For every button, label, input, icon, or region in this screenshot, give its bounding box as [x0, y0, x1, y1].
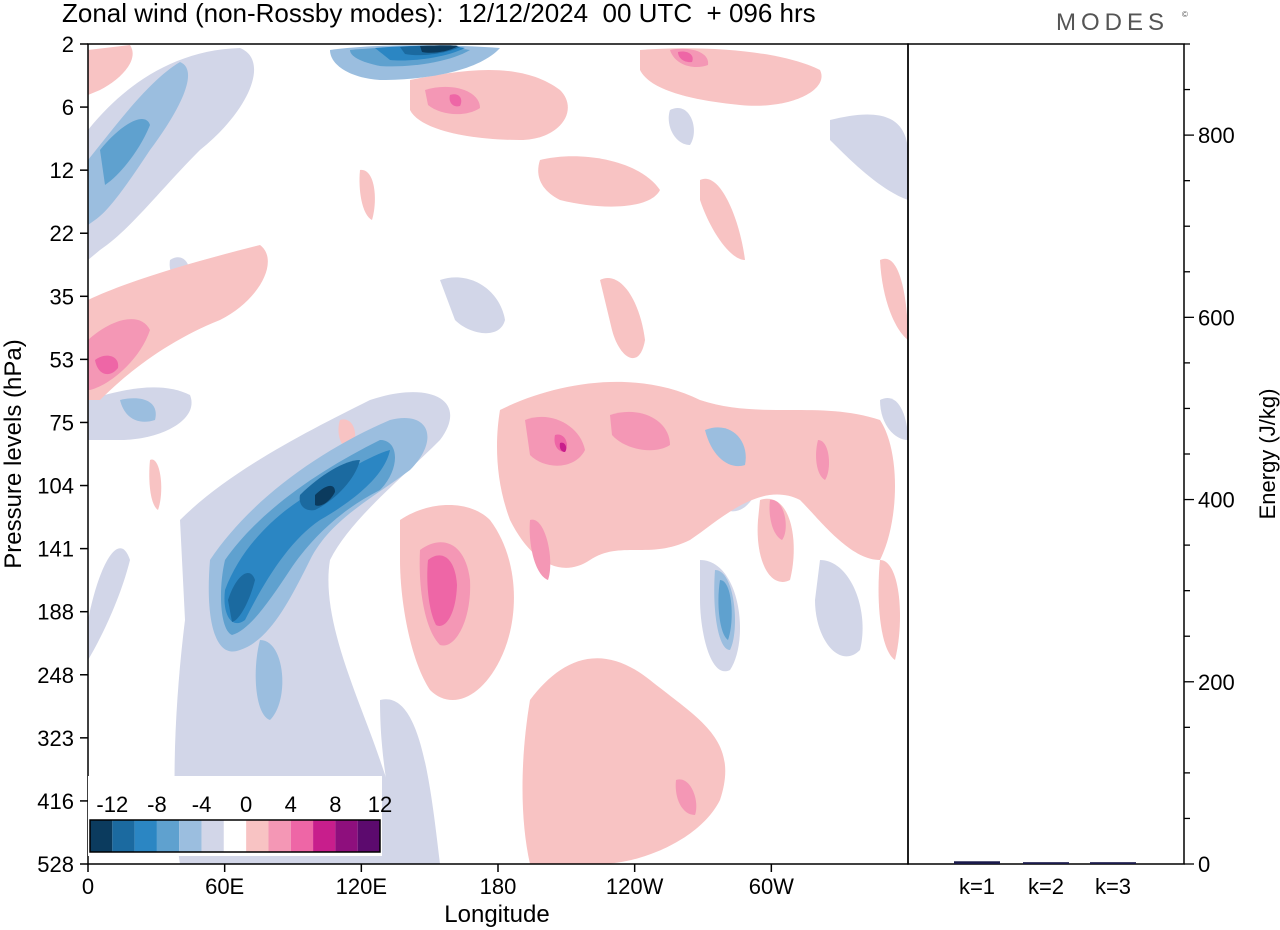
colorbar-swatch — [201, 820, 224, 852]
energy-category-label: k=1 — [959, 874, 995, 899]
colorbar-label: -8 — [147, 792, 167, 817]
y-axis-label: Pressure levels (hPa) — [0, 339, 27, 568]
x-axis: 0 60E 120E 180 120W 60W — [82, 864, 794, 899]
colorbar-swatch — [268, 820, 291, 852]
energy-frame — [907, 43, 1185, 865]
energy-category-label: k=3 — [1095, 874, 1131, 899]
energy-tick-label: 800 — [1198, 123, 1235, 148]
colorbar-label: 12 — [368, 792, 392, 817]
colorbar-label: -4 — [192, 792, 212, 817]
colorbar-swatch — [90, 820, 113, 852]
colorbar-swatch — [156, 820, 180, 852]
y-tick-label: 2 — [62, 32, 74, 57]
x-tick-label: 120W — [606, 874, 664, 899]
energy-bar — [1090, 862, 1136, 864]
energy-bar — [954, 861, 1000, 864]
heatmap-field — [88, 45, 908, 864]
energy-bar — [1023, 862, 1069, 864]
colorbar-label: 4 — [285, 792, 297, 817]
y-tick-label: 35 — [50, 284, 74, 309]
energy-bars: k=1 k=2 k=3 — [954, 861, 1136, 899]
y-tick-label: 416 — [37, 789, 74, 814]
x-tick-label: 60W — [749, 874, 794, 899]
colorbar-swatch — [313, 820, 336, 852]
y-tick-label: 188 — [37, 600, 74, 625]
colorbar-swatch — [223, 820, 247, 852]
energy-tick-label: 400 — [1198, 488, 1235, 513]
y-tick-label: 75 — [50, 410, 74, 435]
x-tick-label: 120E — [336, 874, 387, 899]
y-tick-label: 6 — [62, 95, 74, 120]
colorbar-swatch — [112, 820, 135, 852]
colorbar-swatch — [134, 820, 157, 852]
y-tick-label: 53 — [50, 347, 74, 372]
colorbar-label: -12 — [96, 792, 128, 817]
x-tick-label: 60E — [205, 874, 244, 899]
brand-copyright-mark: © — [1182, 10, 1188, 19]
y-tick-label: 141 — [37, 537, 74, 562]
colorbar-swatch — [179, 820, 202, 852]
energy-category-label: k=2 — [1028, 874, 1064, 899]
x-tick-label: 0 — [82, 874, 94, 899]
colorbar-label: 8 — [329, 792, 341, 817]
chart-title: Zonal wind (non-Rossby modes): 12/12/202… — [62, 0, 816, 28]
colorbar: -12 -8 -4 0 4 8 12 — [88, 776, 392, 856]
y-tick-label: 12 — [50, 158, 74, 183]
y-tick-label: 528 — [37, 852, 74, 877]
y-tick-label: 22 — [50, 221, 74, 246]
brand-logo: MODES — [1056, 9, 1170, 36]
colorbar-label: 0 — [240, 792, 252, 817]
energy-axis-label: Energy (J/kg) — [1255, 389, 1280, 520]
energy-tick-label: 0 — [1198, 852, 1210, 877]
energy-tick-label: 200 — [1198, 670, 1235, 695]
x-axis-label: Longitude — [444, 901, 549, 928]
colorbar-swatch — [357, 820, 380, 852]
y-axis: 2 6 12 22 35 53 75 104 141 188 248 323 416 528 — [37, 32, 88, 877]
y-tick-label: 104 — [37, 474, 74, 499]
colorbar-frame — [89, 819, 381, 853]
y-tick-label: 248 — [37, 663, 74, 688]
x-tick-label: 180 — [480, 874, 517, 899]
energy-axis: 0 200 400 600 800 — [1184, 43, 1235, 877]
energy-tick-label: 600 — [1198, 305, 1235, 330]
colorbar-swatch — [246, 820, 269, 852]
colorbar-swatch — [290, 820, 314, 852]
y-tick-label: 323 — [37, 726, 74, 751]
colorbar-swatch — [335, 820, 358, 852]
